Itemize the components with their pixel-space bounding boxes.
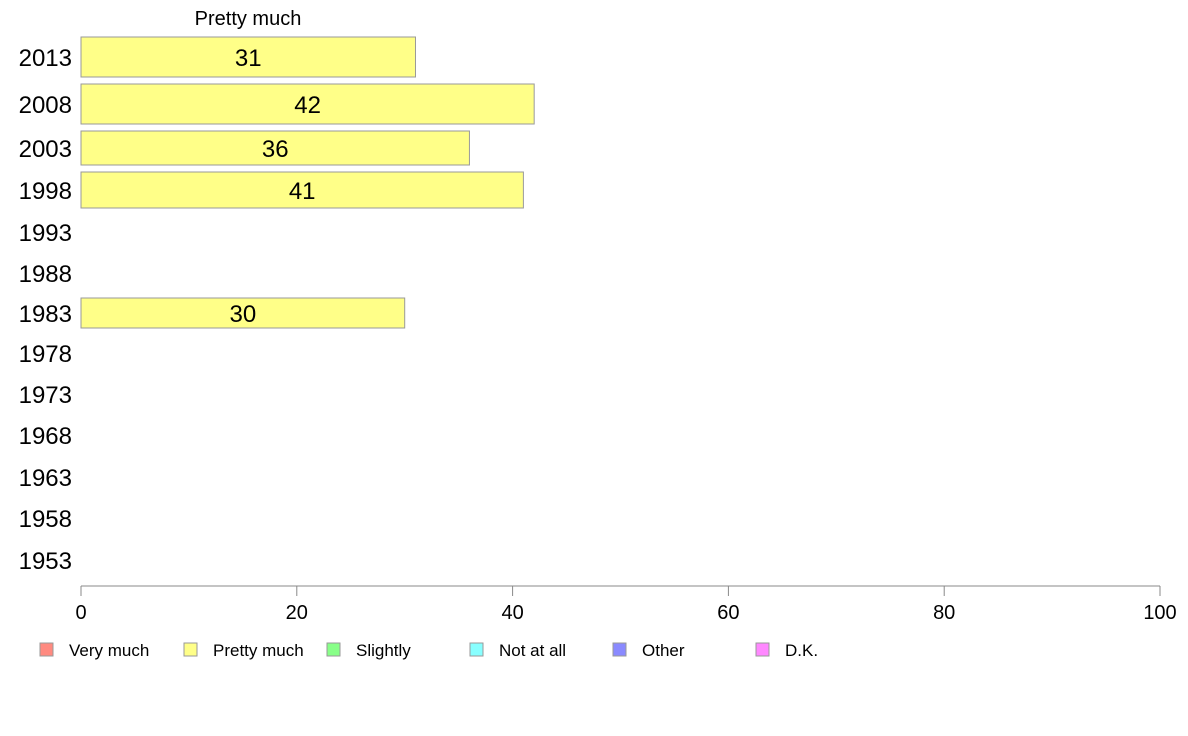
bar-2008 <box>80 83 535 125</box>
bar-2003 <box>80 130 470 166</box>
x-tick-label-80: 80 <box>933 602 955 624</box>
year-label-1983: 1983 <box>19 301 72 328</box>
legend-swatch-1 <box>183 642 198 657</box>
year-label-2013: 2013 <box>19 45 72 72</box>
x-tick-label-20: 20 <box>286 602 308 624</box>
legend: Very much Pretty much Slightly Not at all Ot… <box>39 641 818 660</box>
bar-value-label-1983: 30 <box>229 301 256 328</box>
x-axis: 0 20 40 60 80 100 <box>75 585 1177 624</box>
year-label-1998: 1998 <box>19 178 72 205</box>
legend-label-3: Not at all <box>499 641 566 660</box>
year-label-1988: 1988 <box>19 261 72 288</box>
x-tick-label-100: 100 <box>1143 602 1176 624</box>
year-label-2003: 2003 <box>19 136 72 163</box>
bar-value-label-2003: 36 <box>262 136 289 163</box>
x-tick-label-60: 60 <box>717 602 739 624</box>
legend-swatch-5 <box>755 642 770 657</box>
legend-label-4: Other <box>642 641 685 660</box>
bar-1983 <box>80 297 406 329</box>
bar-value-label-2013: 31 <box>235 45 262 72</box>
year-label-1958: 1958 <box>19 506 72 533</box>
series-title: Pretty much <box>195 8 302 30</box>
year-labels: 2013 2008 2003 1998 1993 1988 1983 1978 1973 1968… <box>19 45 72 575</box>
legend-swatch-4 <box>612 642 627 657</box>
year-label-1993: 1993 <box>19 220 72 247</box>
year-label-1978: 1978 <box>19 341 72 368</box>
x-tick-label-0: 0 <box>75 602 86 624</box>
legend-swatch-3 <box>469 642 484 657</box>
legend-label-0: Very much <box>69 641 149 660</box>
year-label-1968: 1968 <box>19 423 72 450</box>
year-label-1963: 1963 <box>19 465 72 492</box>
year-label-2008: 2008 <box>19 92 72 119</box>
legend-swatch-2 <box>326 642 341 657</box>
legend-swatch-0 <box>39 642 54 657</box>
bar-2013 <box>80 36 416 78</box>
bar-1998 <box>80 171 524 209</box>
bar-value-label-2008: 42 <box>294 92 321 119</box>
bar-value-label-1998: 41 <box>289 178 316 205</box>
year-label-1953: 1953 <box>19 548 72 575</box>
x-tick-label-40: 40 <box>501 602 523 624</box>
year-label-1973: 1973 <box>19 382 72 409</box>
legend-label-1: Pretty much <box>213 641 304 660</box>
legend-label-5: D.K. <box>785 641 818 660</box>
legend-label-2: Slightly <box>356 641 411 660</box>
